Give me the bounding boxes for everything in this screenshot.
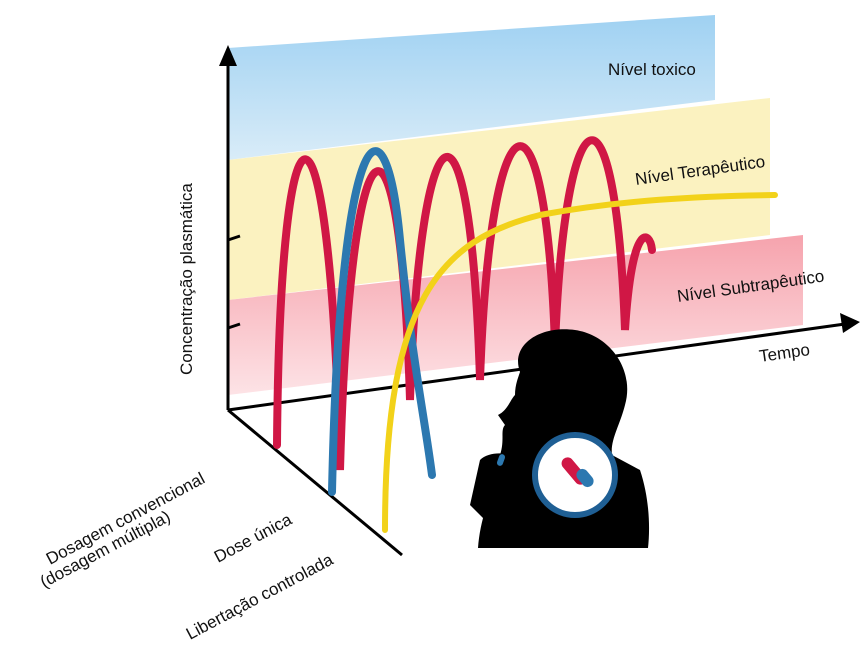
diagram: Nível toxico Nível Terapêutico Nível Sub… [0, 0, 861, 666]
y-axis-label: Concentração plasmática [177, 183, 196, 375]
controlled-label: Libertação controlada [183, 550, 337, 644]
single-label: Dose única [211, 510, 295, 567]
x-axis-label: Tempo [758, 340, 811, 366]
toxic-label: Nível toxico [608, 60, 696, 79]
x-arrow [840, 313, 860, 333]
conventional-label: Dosagem convencional [43, 469, 208, 569]
